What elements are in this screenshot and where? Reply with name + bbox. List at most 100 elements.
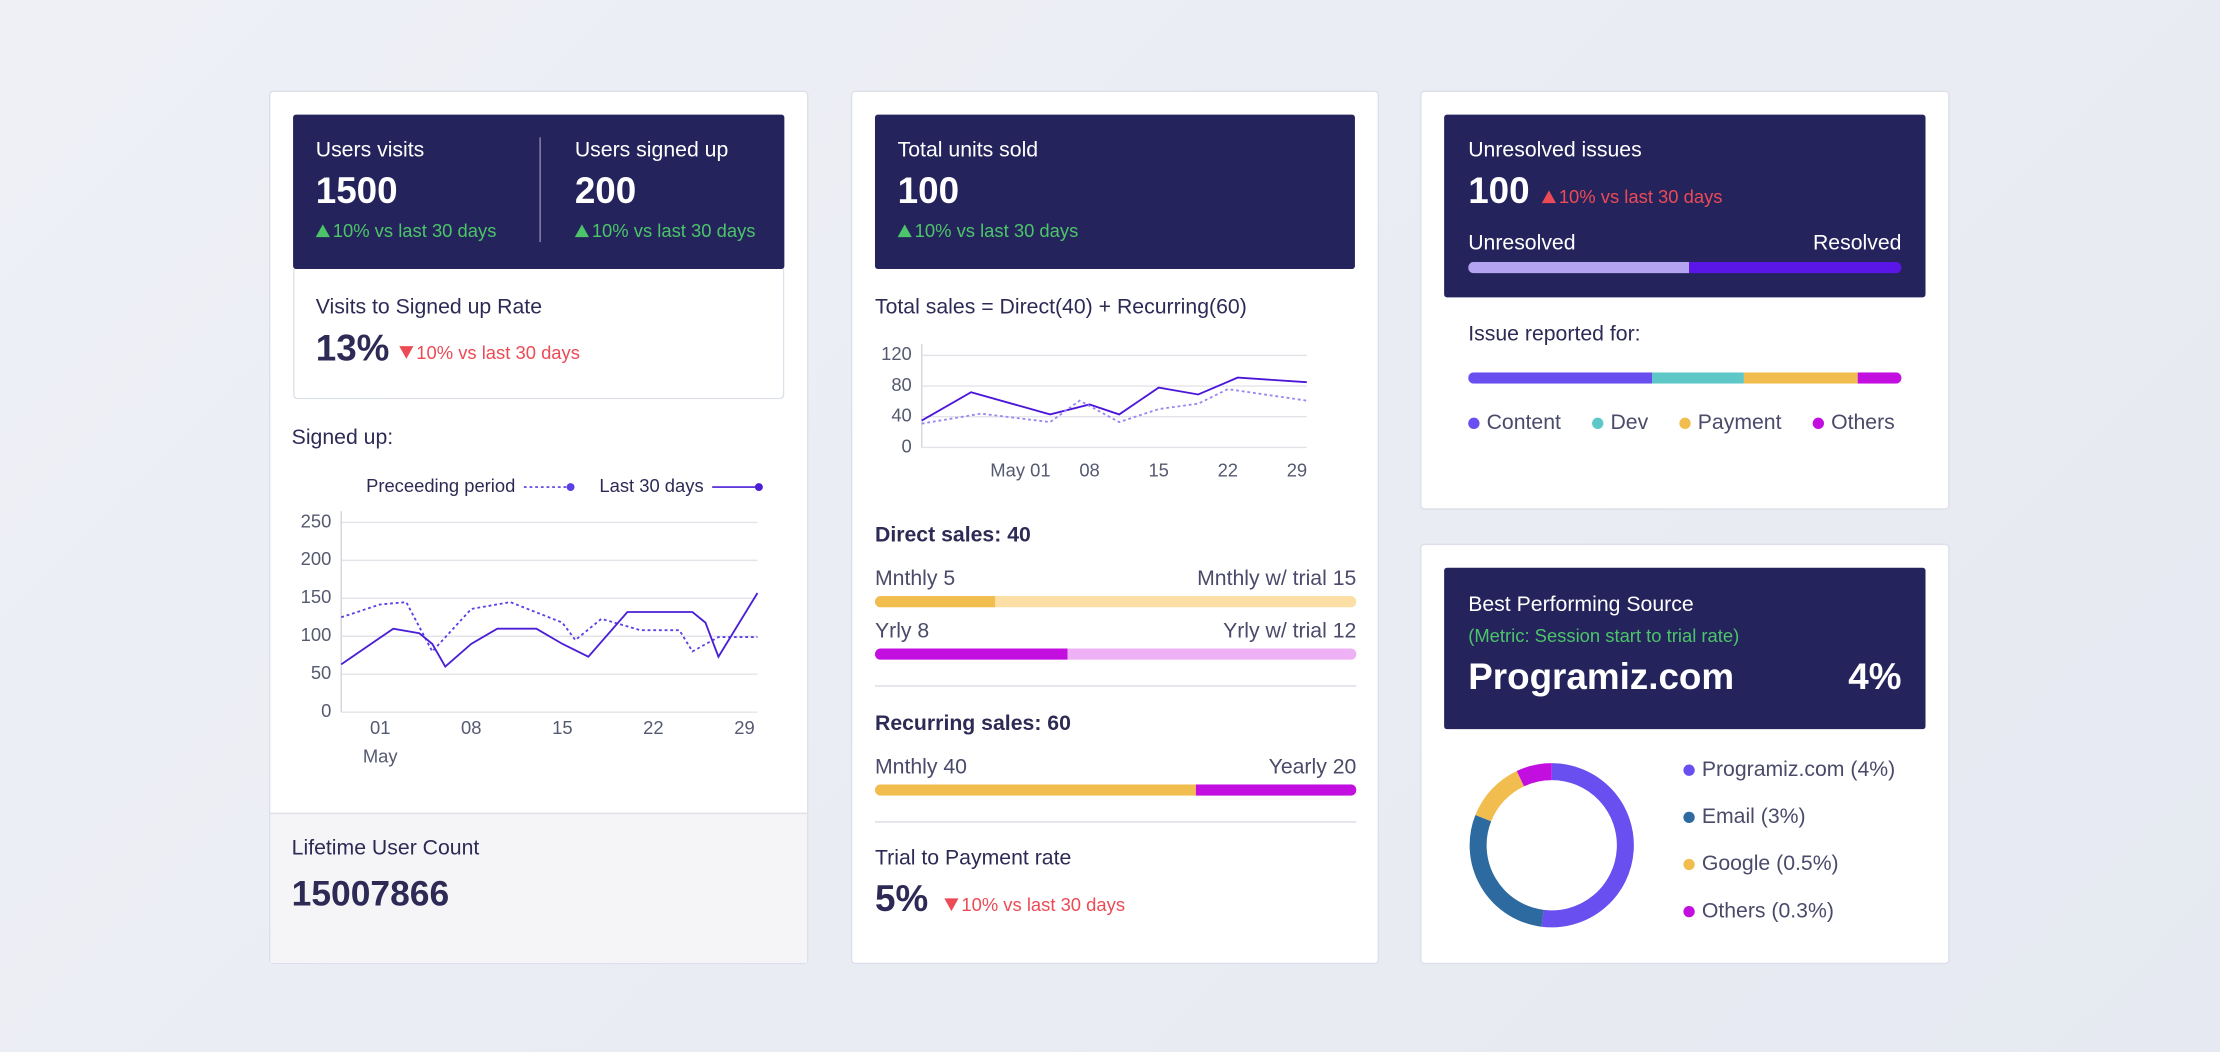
- legend-label: Programiz.com (4%): [1702, 758, 1895, 781]
- legend-label: Email (3%): [1702, 805, 1806, 828]
- segment-label: Yearly 20: [1269, 755, 1357, 778]
- segment-label: Unresolved: [1468, 231, 1575, 254]
- y-tick-label: 0: [902, 435, 912, 456]
- trial-change-text: 10% vs last 30 days: [961, 894, 1126, 916]
- legend-dot: [566, 483, 575, 492]
- source-title: Best Performing Source: [1468, 592, 1694, 617]
- segment-value: 40: [943, 755, 967, 778]
- rate-box: [293, 269, 785, 400]
- x-tick-label: May 01: [990, 459, 1050, 480]
- donut-segment: [1475, 770, 1525, 822]
- chart-title: Total sales = Direct(40) + Recurring(60): [874, 295, 1247, 320]
- source-metric: (Metric: Session start to trial rate): [1468, 625, 1740, 647]
- separator: [874, 685, 1357, 687]
- legend-label: Content: [1487, 411, 1561, 434]
- segment-name: Yearly: [1269, 755, 1328, 778]
- bar-segment: [1195, 784, 1357, 796]
- issues-change-text: 10% vs last 30 days: [1558, 186, 1723, 208]
- y-tick-label: 0: [321, 700, 331, 721]
- legend-label: Payment: [1698, 411, 1782, 434]
- y-tick-label: 150: [301, 586, 332, 607]
- segment-value: 5: [943, 567, 955, 590]
- reported-title: Issue reported for:: [1468, 322, 1641, 347]
- issues-label: Unresolved issues: [1468, 138, 1642, 163]
- line-series: [340, 601, 758, 654]
- segment-label: Mnthly 40: [875, 755, 967, 778]
- segment-name: Mnthly: [875, 755, 938, 778]
- segment-name: Unresolved: [1468, 231, 1575, 254]
- bar-segment: [1652, 372, 1744, 384]
- legend-label: Dev: [1610, 411, 1648, 434]
- kpi-change-text: 10% vs last 30 days: [332, 220, 497, 242]
- x-tick-label: 15: [1148, 459, 1168, 480]
- kpi-panel: [293, 114, 785, 270]
- kpi-value: 1500: [315, 169, 398, 212]
- trial-value: 5%: [874, 877, 929, 920]
- y-tick-label: 80: [891, 374, 911, 395]
- kpi-label: Users visits: [315, 138, 425, 163]
- rate-value: 13%: [315, 326, 390, 369]
- trial-change: 10% vs last 30 days: [944, 894, 1125, 915]
- kpi-panel: [874, 114, 1355, 270]
- bar-segment: [1468, 261, 1690, 274]
- segment-label: Resolved: [1813, 231, 1901, 254]
- segment-label: Yrly 8: [875, 619, 929, 642]
- line-series: [921, 376, 1307, 422]
- lifetime-value: 15007866: [291, 874, 450, 914]
- source-panel: [1444, 567, 1926, 730]
- section-value: 40: [1007, 523, 1031, 548]
- legend-dot: [754, 483, 763, 492]
- kpi-label: Users signed up: [574, 138, 729, 163]
- donut-segment: [1516, 763, 1553, 787]
- kpi-value: 100: [897, 169, 960, 212]
- section-title: Recurring sales: 60: [875, 711, 1071, 735]
- bar-segment: [874, 648, 1068, 660]
- source-name: Programiz.com: [1468, 654, 1735, 698]
- bar-segment: [874, 596, 996, 608]
- y-tick-label: 50: [311, 662, 331, 683]
- x-tick-label: 22: [643, 717, 663, 738]
- legend-label: Google (0.5%): [1702, 852, 1839, 875]
- divider: [539, 137, 541, 243]
- bar-segment: [1689, 261, 1902, 274]
- donut-segment: [1541, 763, 1634, 928]
- segment-label: Mnthly 5: [875, 567, 955, 590]
- section-label: Recurring sales:: [874, 711, 1042, 736]
- segment-value: 15: [1333, 567, 1357, 590]
- segment-label: Mnthly w/ trial 15: [1197, 567, 1356, 590]
- kpi-change: 10% vs last 30 days: [574, 220, 756, 242]
- kpi-value: 200: [574, 169, 637, 212]
- legend-dot: [1683, 905, 1695, 918]
- legend-label: Others: [1831, 411, 1895, 434]
- kpi-change-text: 10% vs last 30 days: [591, 220, 756, 242]
- trial-label: Trial to Payment rate: [874, 845, 1072, 871]
- section-label: Direct sales:: [874, 523, 1002, 548]
- legend-label: Last 30 days: [599, 475, 703, 496]
- legend-dot: [1812, 417, 1825, 429]
- bar-segment: [995, 596, 1357, 608]
- legend-dot: [1683, 858, 1695, 871]
- y-tick-label: 250: [301, 510, 332, 531]
- section-value: 60: [1047, 711, 1071, 736]
- kpi-change-text: 10% vs last 30 days: [914, 220, 1079, 242]
- kpi-label: Total units sold: [897, 138, 1039, 163]
- legend-dot: [1468, 417, 1480, 429]
- segment-name: Yrly: [875, 619, 912, 642]
- bar-segment: [1468, 372, 1653, 384]
- segment-label: Yrly w/ trial 12: [1223, 619, 1356, 642]
- segment-value: 12: [1333, 619, 1357, 642]
- rate-label: Visits to Signed up Rate: [315, 295, 543, 320]
- y-tick-label: 40: [891, 405, 911, 426]
- segment-value: 20: [1333, 755, 1357, 778]
- section-title: Direct sales: 40: [875, 523, 1031, 547]
- legend-dot: [1679, 417, 1691, 429]
- source-value: 4%: [1848, 654, 1902, 698]
- issues-value: 100: [1468, 169, 1530, 212]
- legend-dot: [1592, 417, 1604, 429]
- x-sublabel: May: [363, 745, 399, 766]
- legend-label: Others (0.3%): [1702, 899, 1834, 922]
- issues-change: 10% vs last 30 days: [1541, 186, 1723, 208]
